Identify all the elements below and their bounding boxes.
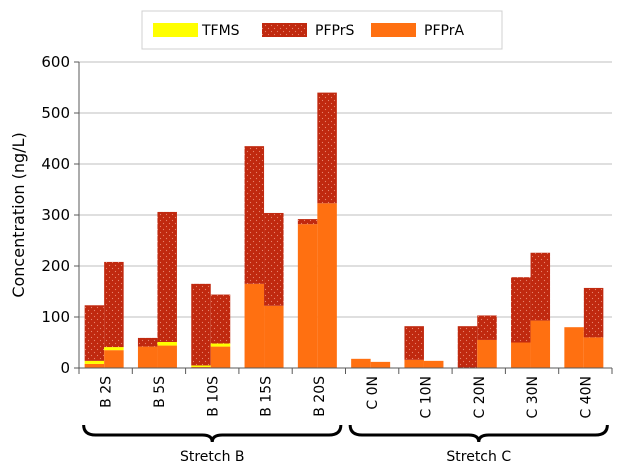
- bar-segment-pfprs: [317, 92, 337, 204]
- bar-segment-pfprs: [457, 326, 478, 368]
- bar-segment-pfprs: [530, 252, 551, 321]
- bars: [84, 92, 604, 368]
- bar-segment-pfprs: [137, 337, 158, 347]
- bar-segment-pfpra: [404, 359, 424, 368]
- bar-segment-pfprs: [191, 283, 211, 366]
- bar-segment-pfpra: [264, 305, 284, 368]
- bar-segment-pfprs: [404, 326, 424, 360]
- y-tick-label: 500: [41, 104, 70, 122]
- bar-segment-pfpra: [191, 366, 211, 368]
- y-tick-label: 100: [41, 308, 70, 326]
- bar-segment-pfprs: [210, 294, 231, 344]
- x-category-label: C 40N: [578, 376, 594, 419]
- bar-segment-pfprs: [157, 211, 177, 342]
- bar-segment-pfprs: [264, 212, 284, 306]
- bar-segment-pfpra: [317, 203, 337, 368]
- bar-segment-pfprs: [297, 219, 318, 225]
- axes: [74, 61, 613, 374]
- bar-segment-tfms: [191, 365, 211, 367]
- y-tick-labels: 0 100 200 300 400 500 600: [41, 53, 70, 377]
- y-tick-label: 0: [60, 359, 70, 377]
- y-tick-label: 300: [41, 206, 70, 224]
- bar-segment-pfpra: [297, 224, 318, 368]
- bar-segment-pfpra: [244, 283, 265, 368]
- bar-segment-pfprs: [477, 315, 497, 340]
- x-category-label: B 20S: [312, 376, 328, 417]
- bar-segment-pfprs: [84, 305, 105, 361]
- x-category-label: B 15S: [259, 376, 275, 417]
- bar-segment-pfpra: [351, 358, 371, 368]
- x-tick-labels: B 2S B 5S B 10S B 15S B 20S C 0N C 10N C 20N C 3…: [99, 376, 595, 419]
- legend-label: PFPrS: [315, 23, 354, 39]
- bar-segment-pfpra: [423, 360, 444, 368]
- y-tick-label: 600: [41, 53, 70, 71]
- legend-swatch-pfprs: [262, 23, 307, 37]
- bar-segment-pfpra: [511, 342, 531, 368]
- bar-segment-tfms: [84, 360, 105, 364]
- bar-segment-tfms: [210, 343, 231, 347]
- bar-segment-pfprs: [104, 261, 124, 348]
- x-category-label: C 30N: [525, 376, 541, 419]
- y-axis-title: Concentration (ng/L): [9, 132, 28, 297]
- y-tick-label: 400: [41, 155, 70, 173]
- legend-label: TFMS: [201, 23, 240, 39]
- x-category-label: B 10S: [205, 376, 221, 417]
- x-category-label: B 2S: [99, 376, 115, 408]
- bar-segment-pfpra: [137, 346, 158, 368]
- bar-segment-pfpra: [583, 337, 604, 368]
- x-category-label: C 10N: [418, 376, 434, 419]
- group-brackets: Stretch B Stretch C: [82, 424, 609, 465]
- bar-segment-pfpra: [530, 320, 551, 368]
- bar-segment-tfms: [157, 341, 177, 346]
- bar-segment-pfpra: [84, 363, 105, 368]
- bar-segment-pfpra: [370, 361, 391, 368]
- bar-segment-pfpra: [210, 346, 231, 368]
- legend-box: [141, 10, 503, 50]
- bar-segment-pfpra: [564, 327, 584, 368]
- bar-segment-pfpra: [157, 345, 177, 368]
- bar-segment-pfprs: [244, 146, 265, 284]
- bar-segment-pfprs: [583, 287, 604, 338]
- group-label: Stretch B: [180, 449, 245, 465]
- group-brace: [82, 424, 343, 443]
- x-category-label: C 20N: [472, 376, 488, 419]
- bar-segment-pfprs: [511, 277, 531, 343]
- legend-label: PFPrA: [424, 23, 464, 39]
- x-category-label: B 5S: [152, 376, 168, 408]
- legend-swatch-tfms: [153, 23, 198, 37]
- group-label: Stretch C: [446, 449, 511, 465]
- bar-segment-pfpra: [477, 339, 497, 368]
- group-brace: [348, 424, 609, 443]
- bar-segment-pfpra: [104, 350, 124, 368]
- y-tick-label: 200: [41, 257, 70, 275]
- legend: TFMS PFPrS PFPrA: [141, 10, 503, 50]
- legend-swatch-pfpra: [371, 23, 416, 37]
- bar-segment-tfms: [104, 347, 124, 351]
- x-category-label: C 0N: [365, 376, 381, 410]
